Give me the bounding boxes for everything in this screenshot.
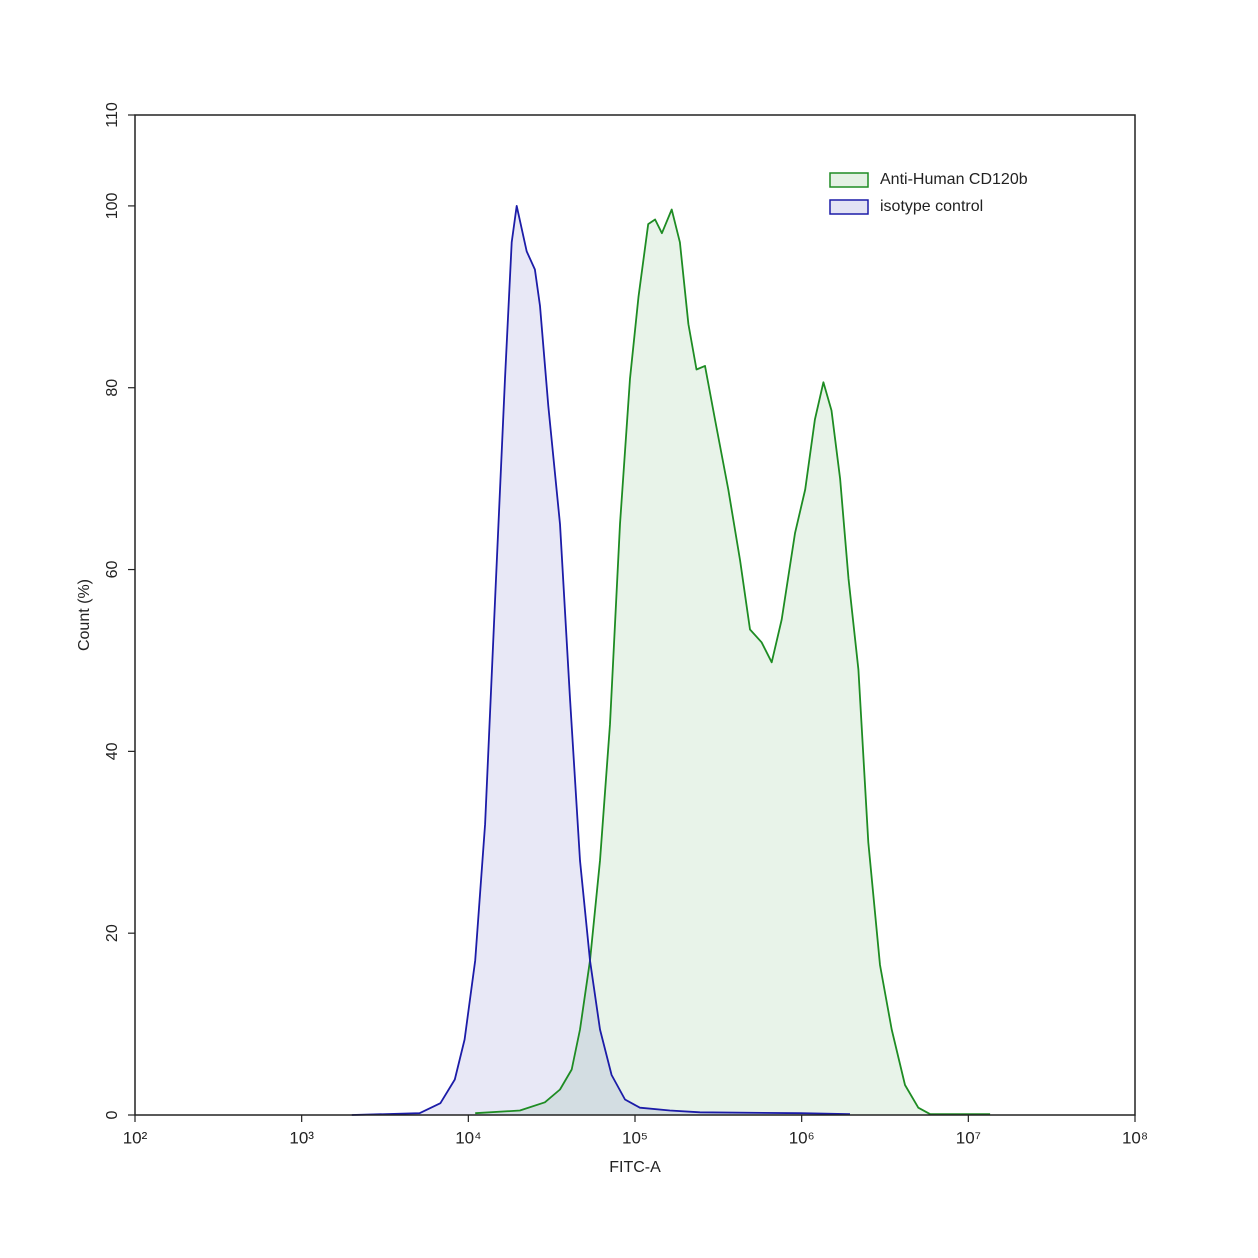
x-tick-label: 10² [123, 1128, 148, 1147]
y-tick-label: 60 [104, 561, 121, 579]
x-tick-label: 10⁶ [789, 1128, 815, 1147]
x-tick-label: 10⁴ [455, 1128, 481, 1147]
y-tick-label: 20 [104, 924, 121, 942]
histogram-line [351, 205, 851, 1116]
x-tick-label: 10³ [289, 1128, 314, 1147]
y-tick-label: 80 [104, 379, 121, 397]
legend-label: isotype control [880, 198, 983, 215]
area-fill [475, 209, 991, 1115]
y-tick-label: 40 [104, 742, 121, 760]
y-tick-label: 100 [104, 192, 121, 219]
x-tick-label: 10⁷ [956, 1128, 981, 1147]
x-tick-label: 10⁵ [622, 1128, 648, 1147]
x-axis-label: FITC-A [609, 1159, 661, 1176]
legend-swatch [829, 199, 869, 215]
x-tick-label: 10⁸ [1122, 1128, 1148, 1147]
y-tick-label: 110 [104, 102, 121, 128]
legend-swatch [829, 172, 869, 188]
legend-label: Anti-Human CD120b [880, 171, 1028, 188]
y-tick-label: 0 [104, 1110, 121, 1119]
y-axis-label: Count (%) [76, 579, 93, 651]
histogram-line [475, 208, 991, 1115]
